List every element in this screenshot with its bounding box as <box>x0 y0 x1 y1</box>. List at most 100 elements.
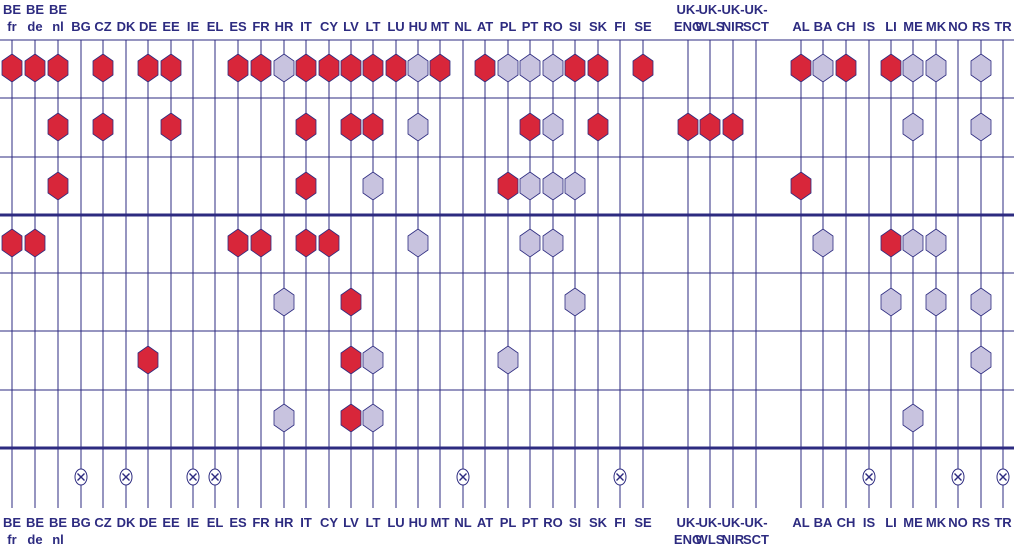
country-label-bottom: BE <box>49 515 67 530</box>
crossed-circle-stroke <box>122 473 130 481</box>
country-sublabel-bottom: ENG <box>674 532 702 547</box>
country-label-top: LT <box>366 19 381 34</box>
red-hexagon-icon <box>295 228 317 258</box>
country-label-bottom: HR <box>275 515 294 530</box>
country-label-top: UK- <box>676 2 699 17</box>
lilac-hexagon-icon <box>970 112 992 142</box>
country-sublabel-bottom: fr <box>7 532 16 547</box>
red-hexagon-icon <box>362 112 384 142</box>
lilac-hexagon-icon <box>902 112 924 142</box>
crossed-circle-icon <box>208 468 222 486</box>
lilac-hexagon-icon <box>812 228 834 258</box>
lilac-hexagon-icon <box>902 403 924 433</box>
country-label-top: SI <box>569 19 581 34</box>
crossed-circle-stroke <box>189 473 197 481</box>
red-hexagon-icon <box>24 53 46 83</box>
country-sublabel-bottom: nl <box>52 532 64 547</box>
country-label-top: CZ <box>94 19 111 34</box>
red-hexagon-icon <box>722 112 744 142</box>
lilac-hexagon-icon <box>925 287 947 317</box>
country-label-bottom: EL <box>207 515 224 530</box>
grid-lines <box>0 39 1014 508</box>
country-label-top: BA <box>814 19 833 34</box>
country-label-bottom: LT <box>366 515 381 530</box>
country-sublabel-bottom: WLS <box>696 532 725 547</box>
red-hexagon-icon <box>699 112 721 142</box>
red-hexagon-icon <box>880 228 902 258</box>
country-label-top: UK- <box>698 2 721 17</box>
country-label-bottom: UK- <box>744 515 767 530</box>
country-label-bottom: UK- <box>676 515 699 530</box>
red-hexagon-icon <box>362 53 384 83</box>
red-hexagon-icon <box>385 53 407 83</box>
country-header-bottom: BE fr BE de BE nl BG CZ DK DE EE IE EL ES FR HR IT CY LV LT… <box>3 515 1012 547</box>
lilac-hexagon-icon <box>273 287 295 317</box>
country-label-top: TR <box>994 19 1012 34</box>
crossed-circle-icon <box>996 468 1010 486</box>
lilac-hexagon-icon <box>542 228 564 258</box>
red-hexagon-icon <box>340 112 362 142</box>
country-label-top: BE <box>26 2 44 17</box>
country-label-top: NL <box>454 19 471 34</box>
crossed-circle-icon <box>862 468 876 486</box>
country-label-bottom: DE <box>139 515 157 530</box>
country-label-bottom: SI <box>569 515 581 530</box>
red-hexagon-icon <box>632 53 654 83</box>
country-label-bottom: FI <box>614 515 626 530</box>
lilac-hexagon-icon <box>880 287 902 317</box>
country-label-top: MT <box>431 19 450 34</box>
red-hexagon-icon <box>318 228 340 258</box>
country-label-top: DK <box>117 19 136 34</box>
red-hexagon-icon <box>1 228 23 258</box>
country-label-bottom: CZ <box>94 515 111 530</box>
country-label-bottom: PT <box>522 515 539 530</box>
country-label-top: EE <box>162 19 180 34</box>
country-label-top: SK <box>589 19 608 34</box>
crossed-circle-stroke <box>459 473 467 481</box>
crossed-circle-stroke <box>77 473 85 481</box>
red-hexagon-icon <box>1 53 23 83</box>
lilac-hexagon-icon <box>407 112 429 142</box>
country-label-bottom: ME <box>903 515 923 530</box>
country-label-top: ME <box>903 19 923 34</box>
country-label-top: LI <box>885 19 897 34</box>
country-label-bottom: BE <box>3 515 21 530</box>
lilac-hexagon-icon <box>362 171 384 201</box>
red-hexagon-icon <box>318 53 340 83</box>
country-label-top: HR <box>275 19 294 34</box>
red-hexagon-icon <box>564 53 586 83</box>
country-label-top: NO <box>948 19 968 34</box>
country-label-bottom: LU <box>387 515 404 530</box>
lilac-hexagon-icon <box>970 345 992 375</box>
marker-layer <box>1 53 1010 486</box>
country-sublabel-top: nl <box>52 19 64 34</box>
country-label-bottom: RO <box>543 515 563 530</box>
crossed-circle-icon <box>613 468 627 486</box>
country-label-bottom: SE <box>634 515 652 530</box>
red-hexagon-icon <box>519 112 541 142</box>
country-label-top: ES <box>229 19 247 34</box>
country-sublabel-top: SCT <box>743 19 769 34</box>
country-header-top: BE fr BE de BE nl BG CZ DK DE EE IE EL ES FR HR IT CY LV LT… <box>3 2 1012 34</box>
country-sublabel-top: de <box>27 19 42 34</box>
country-label-bottom: DK <box>117 515 136 530</box>
country-label-top: FR <box>252 19 270 34</box>
red-hexagon-icon <box>474 53 496 83</box>
red-hexagon-icon <box>880 53 902 83</box>
country-label-top: LV <box>343 19 359 34</box>
red-hexagon-icon <box>227 53 249 83</box>
red-hexagon-icon <box>790 53 812 83</box>
country-label-top: EL <box>207 19 224 34</box>
country-label-bottom: BE <box>26 515 44 530</box>
red-hexagon-icon <box>92 112 114 142</box>
country-label-bottom: MT <box>431 515 450 530</box>
lilac-hexagon-icon <box>519 53 541 83</box>
lilac-hexagon-icon <box>519 228 541 258</box>
country-label-top: BE <box>49 2 67 17</box>
country-label-bottom: IE <box>187 515 200 530</box>
country-sublabel-bottom: de <box>27 532 42 547</box>
country-label-bottom: LV <box>343 515 359 530</box>
country-sublabel-bottom: SCT <box>743 532 769 547</box>
country-label-bottom: BA <box>814 515 833 530</box>
